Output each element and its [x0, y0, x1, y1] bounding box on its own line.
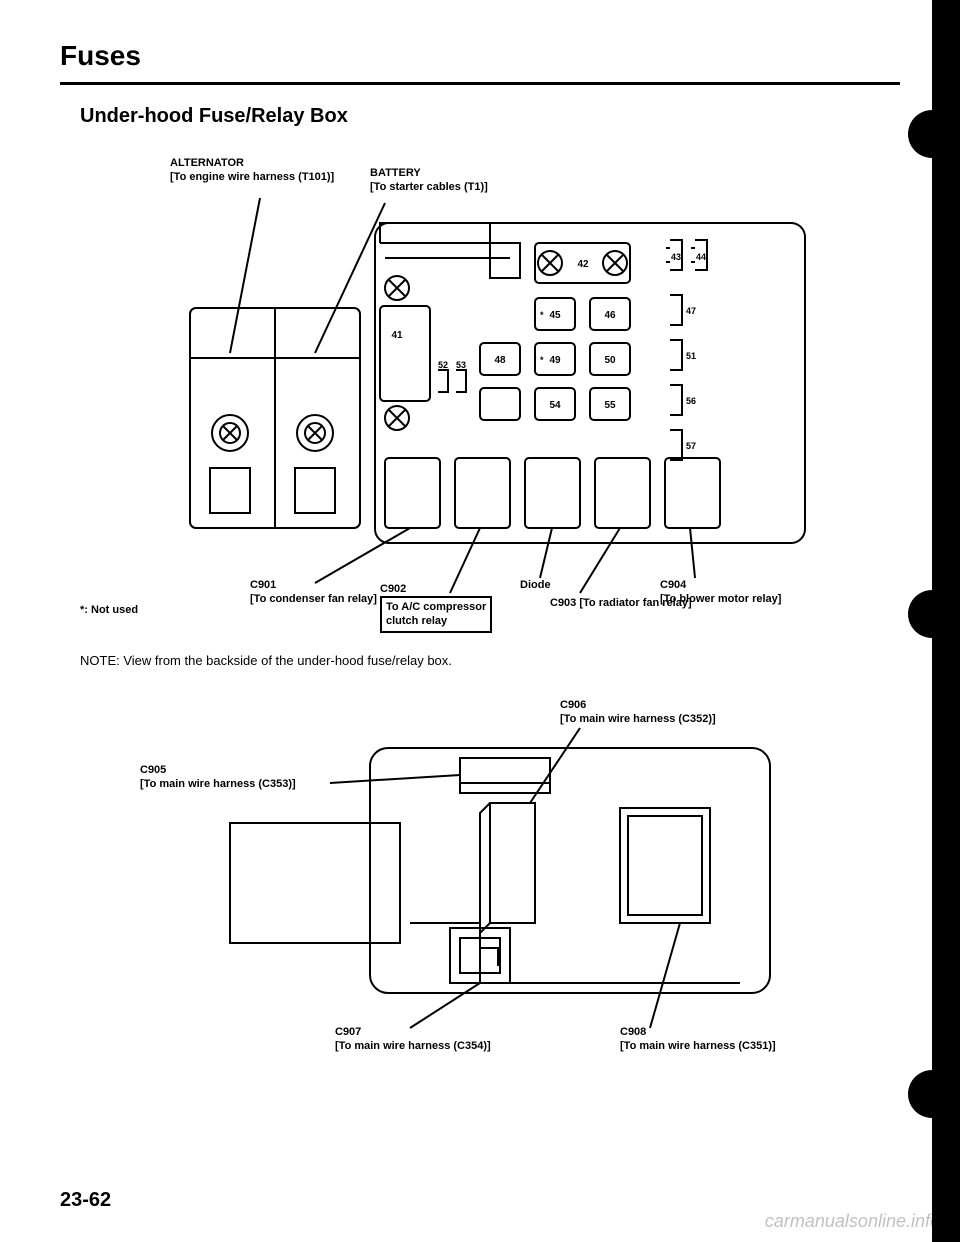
- page-number: 23-62: [60, 1189, 111, 1212]
- svg-text:47: 47: [686, 306, 696, 316]
- label-line: C908: [620, 1026, 646, 1038]
- svg-text:46: 46: [604, 310, 616, 321]
- battery-label: BATTERY [To starter cables (T1)]: [370, 166, 488, 195]
- svg-text:54: 54: [549, 400, 561, 411]
- label-line: BATTERY: [370, 167, 421, 179]
- c902-label: To A/C compressor clutch relay: [380, 596, 492, 633]
- label-line: C907: [335, 1026, 361, 1038]
- label-line: [To blower motor relay]: [660, 593, 781, 605]
- svg-text:49: 49: [549, 355, 561, 366]
- section-title: Under-hood Fuse/Relay Box: [80, 105, 900, 128]
- svg-text:53: 53: [456, 360, 466, 370]
- label-line: [To condenser fan relay]: [250, 593, 377, 605]
- svg-text:42: 42: [577, 259, 589, 270]
- c907-label: C907 [To main wire harness (C354)]: [335, 1025, 491, 1054]
- label-line: [To main wire harness (C353)]: [140, 778, 296, 790]
- c902-title: C902: [380, 582, 406, 596]
- label-line: [To main wire harness (C351)]: [620, 1040, 776, 1052]
- c908-label: C908 [To main wire harness (C351)]: [620, 1025, 776, 1054]
- top-diagram: 41 42 43 44 * 45 46 47 48 * 49 50 51 52 …: [80, 148, 880, 628]
- label-line: [To main wire harness (C352)]: [560, 713, 716, 725]
- divider: [60, 82, 900, 85]
- svg-text:*: *: [540, 310, 544, 320]
- note-text: NOTE: View from the backside of the unde…: [80, 653, 900, 668]
- svg-text:50: 50: [604, 355, 616, 366]
- svg-text:45: 45: [549, 310, 561, 321]
- bottom-diagram: C905 [To main wire harness (C353)] C906 …: [80, 693, 880, 1053]
- label-line: To A/C compressor: [386, 601, 486, 613]
- svg-text:52: 52: [438, 360, 448, 370]
- label-line: clutch relay: [386, 615, 447, 627]
- label-line: C905: [140, 764, 166, 776]
- watermark: carmanualsonline.info: [765, 1211, 940, 1232]
- svg-text:48: 48: [494, 355, 506, 366]
- svg-text:51: 51: [686, 351, 696, 361]
- label-line: C903: [550, 597, 576, 609]
- label-line: [To main wire harness (C354)]: [335, 1040, 491, 1052]
- svg-text:*: *: [540, 355, 544, 365]
- svg-text:41: 41: [391, 330, 403, 341]
- label-line: [To engine wire harness (T101)]: [170, 171, 334, 183]
- alternator-label: ALTERNATOR [To engine wire harness (T101…: [170, 156, 334, 185]
- svg-text:44: 44: [696, 252, 706, 262]
- diode-label: Diode: [520, 578, 551, 592]
- svg-text:56: 56: [686, 396, 696, 406]
- label-line: C906: [560, 699, 586, 711]
- svg-text:43: 43: [671, 252, 681, 262]
- c906-label: C906 [To main wire harness (C352)]: [560, 698, 716, 727]
- label-line: ALTERNATOR: [170, 157, 244, 169]
- svg-text:55: 55: [604, 400, 616, 411]
- c901-label: C901 [To condenser fan relay]: [250, 578, 377, 607]
- not-used-label: *: Not used: [80, 603, 138, 617]
- svg-text:57: 57: [686, 441, 696, 451]
- c904-label: C904 [To blower motor relay]: [660, 578, 781, 607]
- c905-label: C905 [To main wire harness (C353)]: [140, 763, 296, 792]
- label-line: C901: [250, 579, 276, 591]
- page-title: Fuses: [60, 40, 900, 72]
- label-line: [To starter cables (T1)]: [370, 181, 488, 193]
- label-line: C904: [660, 579, 686, 591]
